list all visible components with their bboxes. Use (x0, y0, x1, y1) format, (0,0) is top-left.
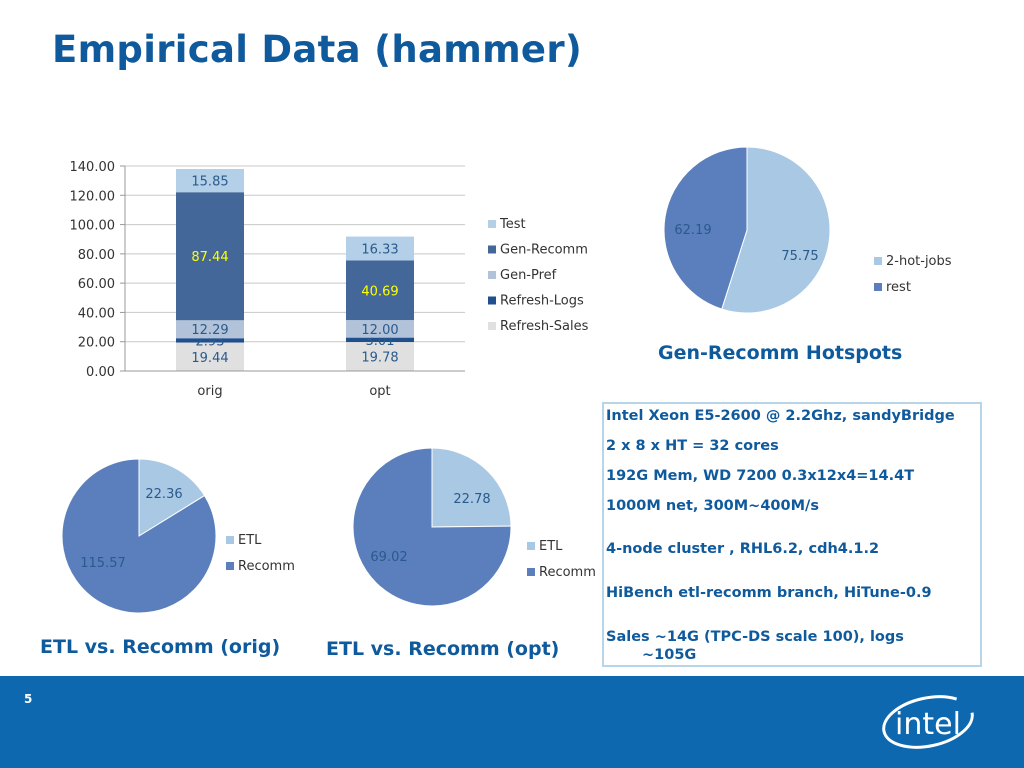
legend-label: Gen-Pref (500, 268, 557, 283)
bar-data-label: 40.69 (361, 284, 398, 299)
intel-logo: intel (882, 695, 974, 749)
info-line: 2 x 8 x HT = 32 cores (606, 438, 779, 454)
bar-data-label: 19.44 (191, 351, 228, 366)
legend-swatch (527, 568, 535, 576)
bar-segment-refresh-logs (176, 338, 244, 343)
y-tick-label: 20.00 (78, 336, 115, 351)
legend-swatch (488, 220, 496, 228)
bar-segment-gen-recomm (346, 260, 414, 321)
pie-data-label: 75.75 (781, 249, 818, 264)
bar-data-label: 12.00 (361, 323, 398, 338)
legend-label: ETL (539, 539, 563, 554)
info-line: ~105G (642, 647, 697, 663)
info-line: HiBench etl-recomm branch, HiTune-0.9 (606, 585, 932, 601)
pie-slice-rest (663, 146, 748, 310)
legend-label: Test (499, 217, 526, 232)
stacked-bar-chart: 0.00 20.00 40.00 60.00 80.00 100.00 120.00 140.… (70, 160, 589, 399)
bar-data-label: 16.33 (361, 243, 398, 258)
bar-data-label: 87.44 (191, 250, 228, 265)
legend-swatch (488, 271, 496, 279)
legend-label: ETL (238, 533, 262, 548)
bar-segment-refresh-sales (176, 342, 244, 371)
y-tick-label: 100.00 (70, 219, 116, 234)
legend-swatch (488, 245, 496, 254)
legend-swatch (226, 562, 234, 570)
info-line: Sales ~14G (TPC-DS scale 100), logs (606, 629, 904, 645)
y-tick-label: 60.00 (78, 277, 115, 292)
y-tick-label: 140.00 (70, 160, 116, 175)
x-tick-label: opt (369, 384, 390, 399)
pie-slice-recomm (352, 447, 512, 607)
etl-orig-pie-chart: 22.36 115.57 ETL Recomm (61, 458, 295, 614)
bar-segment-gen-pref (346, 320, 414, 338)
hotspots-pie-chart: 75.75 62.19 2-hot-jobs rest (663, 146, 952, 314)
legend-swatch (527, 542, 535, 550)
bar-segment-gen-pref (176, 320, 244, 339)
legend-swatch (488, 322, 496, 330)
legend-label: Refresh-Sales (500, 319, 589, 334)
hotspots-pie-title: Gen-Recomm Hotspots (658, 342, 903, 364)
hardware-info-box: Intel Xeon E5-2600 @ 2.2Ghz, sandyBridge… (602, 402, 982, 667)
info-line: 192G Mem, WD 7200 0.3x12x4=14.4T (606, 468, 915, 484)
info-line: Intel Xeon E5-2600 @ 2.2Ghz, sandyBridge (606, 408, 955, 424)
bar-data-label: 12.29 (191, 323, 228, 338)
etl-opt-pie-chart: 22.78 69.02 ETL Recomm (352, 447, 596, 607)
y-tick-label: 80.00 (78, 248, 115, 263)
etl-opt-pie-title: ETL vs. Recomm (opt) (326, 638, 560, 660)
x-tick-label: orig (197, 384, 222, 399)
pie-slice-2-hot-jobs (721, 146, 831, 314)
legend-swatch (874, 257, 882, 265)
pie-data-label: 62.19 (674, 223, 711, 238)
pie-data-label: 22.36 (145, 487, 182, 502)
bar-segment-test (176, 169, 244, 193)
pie-data-label: 69.02 (370, 550, 407, 565)
legend-label: rest (886, 280, 911, 295)
y-tick-label: 120.00 (70, 189, 116, 204)
bar-segment-test (346, 236, 414, 261)
legend-swatch (488, 296, 496, 305)
pie-data-label: 115.57 (80, 556, 126, 571)
pie-slice-etl (431, 447, 512, 528)
bar-data-label: 19.78 (361, 351, 398, 366)
legend-label: 2-hot-jobs (886, 254, 952, 269)
legend-swatch (874, 283, 882, 291)
bar-segment-refresh-sales (346, 342, 414, 371)
legend-label: Recomm (238, 559, 295, 574)
footer-bar: 5 intel (0, 676, 1024, 768)
slide-title: Empirical Data (hammer) (52, 28, 583, 71)
info-line: 1000M net, 300M~400M/s (606, 498, 819, 514)
etl-orig-pie-title: ETL vs. Recomm (orig) (40, 636, 281, 658)
pie-slice-etl (138, 458, 206, 537)
bar-segment-refresh-logs (346, 337, 414, 343)
pie-data-label: 22.78 (453, 492, 490, 507)
legend-label: Refresh-Logs (500, 294, 584, 309)
legend-swatch (226, 536, 234, 544)
y-tick-label: 0.00 (86, 365, 115, 380)
pie-slice-recomm (61, 458, 217, 614)
info-line: 4-node cluster , RHL6.2, cdh4.1.2 (606, 541, 880, 557)
legend-label: Gen-Recomm (500, 243, 588, 258)
y-tick-label: 40.00 (78, 306, 115, 321)
svg-text:intel: intel (895, 707, 961, 742)
legend-label: Recomm (539, 565, 596, 580)
page-number: 5 (24, 692, 33, 706)
bar-segment-gen-recomm (176, 192, 244, 321)
bar-data-label: 15.85 (191, 175, 228, 190)
